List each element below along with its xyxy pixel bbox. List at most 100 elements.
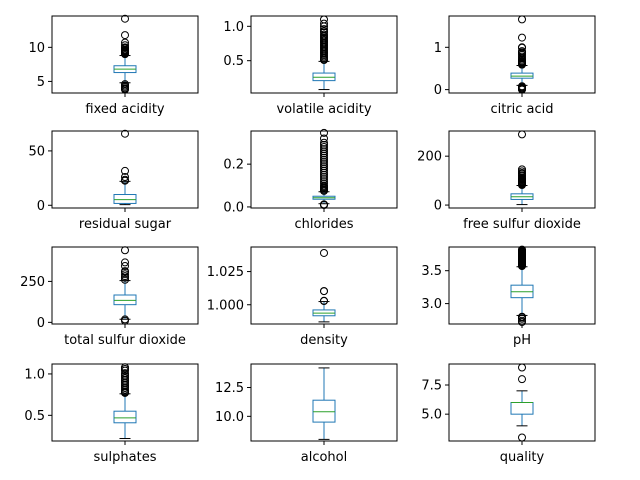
- y-tick-label: 1: [434, 41, 442, 56]
- y-tick-label: 0.0: [223, 200, 244, 215]
- y-tick-label: 1.000: [207, 298, 244, 313]
- outlier-point: [320, 172, 328, 181]
- axes-frame: [250, 246, 398, 325]
- outlier-point: [320, 15, 328, 24]
- panel-sulphates: 0.5 1.0 sulphates: [24, 363, 199, 465]
- outlier-point: [121, 258, 129, 267]
- outlier-point: [518, 318, 526, 327]
- outlier-point: [121, 85, 129, 94]
- outlier-point: [320, 147, 328, 156]
- outlier-point: [518, 15, 526, 24]
- y-tick-label: 0: [37, 316, 45, 331]
- panel-quality: 5.0 7.5 quality: [421, 363, 596, 465]
- outlier-point: [320, 297, 328, 306]
- outlier-point: [518, 262, 526, 271]
- panel-volatile-acidity: 0.5 1.0 volatile acidity: [223, 15, 398, 117]
- x-axis-label: residual sugar: [79, 217, 172, 232]
- outlier-point: [518, 181, 526, 190]
- outlier-point: [518, 85, 526, 94]
- x-axis-label: quality: [500, 450, 545, 465]
- x-axis-label: citric acid: [490, 102, 553, 117]
- y-tick-label: 12.5: [215, 381, 244, 396]
- x-axis-label: sulphates: [94, 450, 157, 465]
- outlier-point: [121, 176, 129, 185]
- outlier-point: [320, 170, 328, 179]
- panel-citric-acid: 0 1 citric acid: [434, 15, 596, 117]
- outlier-point: [320, 19, 328, 28]
- iqr-box: [113, 194, 137, 204]
- panel-alcohol: 10.0 12.5 alcohol: [215, 363, 398, 465]
- outlier-point: [320, 162, 328, 171]
- panel-fixed-acidity: 5 10 fixed acidity: [28, 14, 199, 117]
- panel-ph: 3.0 3.5 pH: [421, 245, 596, 348]
- panel-residual-sugar: 0 50 residual sugar: [28, 129, 199, 232]
- outlier-point: [518, 363, 526, 372]
- outlier-point: [121, 262, 129, 271]
- x-axis-label: volatile acidity: [276, 102, 371, 117]
- outlier-point: [518, 33, 526, 42]
- panel-free-sulfur-dioxide: 0 200 free sulfur dioxide: [417, 130, 596, 232]
- outlier-point: [518, 375, 526, 384]
- y-tick-label: 10: [28, 41, 45, 56]
- outlier-point: [121, 31, 129, 40]
- outlier-point: [320, 248, 328, 257]
- outlier-point: [121, 50, 129, 59]
- iqr-box: [510, 402, 534, 415]
- outlier-point: [320, 56, 328, 64]
- x-axis-label: density: [300, 333, 348, 348]
- y-tick-label: 50: [28, 144, 45, 159]
- outlier-point: [121, 129, 129, 138]
- outlier-point: [320, 287, 328, 296]
- outlier-point: [518, 60, 526, 69]
- iqr-box: [312, 399, 336, 423]
- y-tick-label: 10.0: [215, 410, 244, 425]
- x-axis-label: alcohol: [301, 450, 347, 465]
- outlier-point: [320, 128, 328, 137]
- outlier-point: [121, 316, 129, 325]
- y-tick-label: 0: [37, 199, 45, 214]
- panel-total-sulfur-dioxide: 0 250 total sulfur dioxide: [20, 246, 199, 348]
- outlier-point: [121, 268, 129, 277]
- y-tick-label: 0.5: [223, 54, 244, 69]
- y-tick-label: 0: [434, 199, 442, 214]
- outlier-point: [320, 145, 328, 154]
- outlier-point: [320, 186, 328, 195]
- iqr-box: [113, 294, 137, 306]
- outlier-point: [518, 433, 526, 442]
- x-axis-label: chlorides: [295, 217, 354, 232]
- outlier-point: [320, 155, 328, 164]
- outlier-point: [518, 130, 526, 139]
- x-axis-label: pH: [513, 333, 531, 348]
- outlier-point: [320, 22, 328, 31]
- x-axis-label: fixed acidity: [85, 102, 165, 117]
- outlier-point: [121, 14, 129, 23]
- outlier-point: [320, 160, 328, 169]
- y-tick-label: 1.0: [223, 20, 244, 35]
- y-tick-label: 5.0: [421, 408, 442, 423]
- x-axis-label: free sulfur dioxide: [463, 217, 581, 232]
- y-tick-label: 0.5: [24, 409, 45, 424]
- outlier-point: [121, 270, 129, 279]
- panel-chlorides: 0.0 0.2 chlorides: [223, 128, 398, 232]
- x-axis-label: total sulfur dioxide: [64, 333, 186, 348]
- outlier-point: [121, 246, 129, 255]
- outlier-point: [121, 166, 129, 175]
- outlier-point: [320, 151, 328, 160]
- y-tick-label: 1.025: [207, 265, 244, 280]
- outlier-point: [518, 314, 526, 323]
- outlier-point: [320, 134, 328, 143]
- outlier-point: [320, 138, 328, 147]
- outlier-point: [121, 388, 129, 397]
- outlier-point: [320, 140, 328, 149]
- y-tick-label: 5: [37, 75, 45, 90]
- y-tick-label: 0: [434, 83, 442, 98]
- y-tick-label: 250: [20, 275, 45, 290]
- outlier-point: [121, 173, 129, 182]
- y-tick-label: 200: [417, 150, 442, 165]
- outlier-point: [320, 143, 328, 152]
- outlier-point: [121, 273, 129, 282]
- outlier-point: [320, 28, 328, 37]
- y-tick-label: 1.0: [24, 367, 45, 382]
- y-tick-label: 3.0: [421, 297, 442, 312]
